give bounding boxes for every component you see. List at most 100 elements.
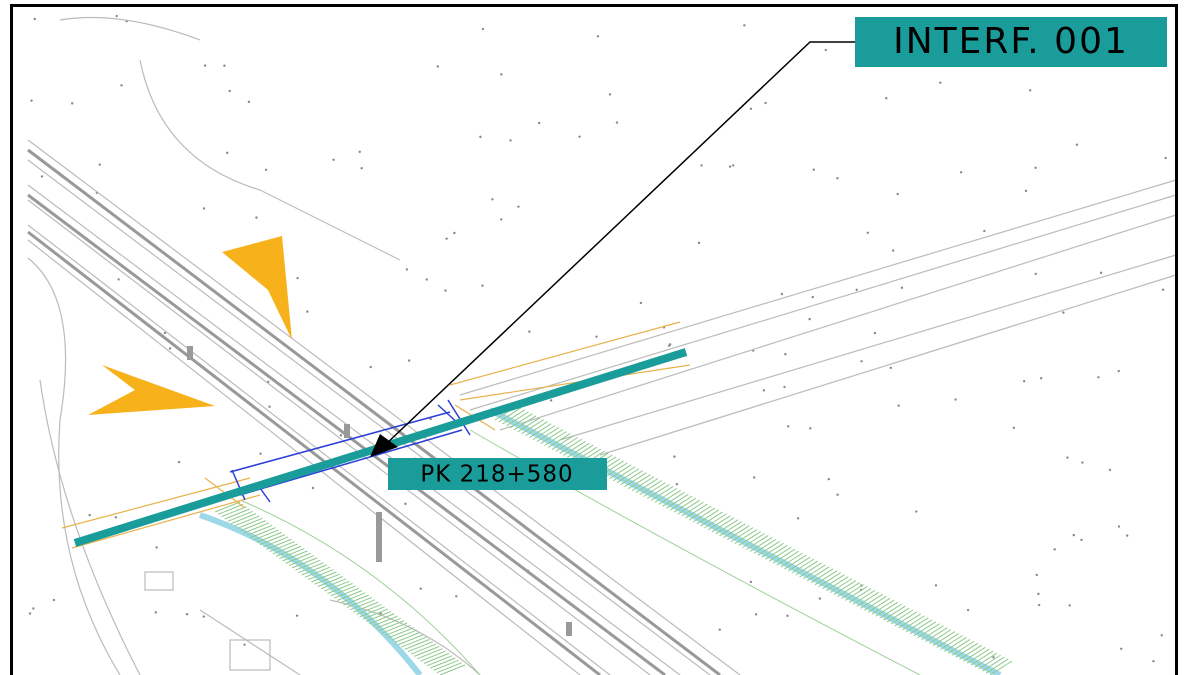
survey-point <box>408 359 410 361</box>
survey-point <box>420 588 422 590</box>
survey-point <box>509 139 511 141</box>
survey-point <box>1097 376 1099 378</box>
survey-point <box>178 461 180 463</box>
survey-point <box>517 205 519 207</box>
survey-point <box>856 289 858 291</box>
survey-point <box>897 404 899 406</box>
interference-label: INTERF. 001 <box>893 21 1129 62</box>
survey-point <box>1023 380 1025 382</box>
survey-point <box>885 97 887 99</box>
survey-point <box>1040 377 1042 379</box>
survey-point <box>753 476 755 478</box>
survey-point <box>1025 190 1027 192</box>
survey-point <box>34 18 36 20</box>
survey-point <box>819 597 821 599</box>
survey-point <box>860 360 862 362</box>
survey-point <box>117 278 119 280</box>
survey-point <box>763 389 765 391</box>
survey-point <box>203 207 205 209</box>
survey-point <box>500 73 502 75</box>
survey-point <box>1100 272 1102 274</box>
survey-point <box>669 343 671 345</box>
survey-point <box>1037 593 1039 595</box>
survey-point <box>719 629 721 631</box>
survey-point <box>867 232 869 234</box>
survey-point <box>729 165 731 167</box>
survey-point <box>268 406 270 408</box>
survey-point <box>673 455 675 457</box>
survey-point <box>764 102 766 104</box>
survey-point <box>1038 604 1040 606</box>
survey-point <box>1035 273 1037 275</box>
survey-point <box>538 122 540 124</box>
survey-point <box>491 198 493 200</box>
survey-point <box>813 169 815 171</box>
survey-point <box>836 177 838 179</box>
survey-point <box>1081 461 1083 463</box>
survey-point <box>1120 648 1122 650</box>
survey-point <box>992 656 994 658</box>
survey-point <box>169 347 171 349</box>
survey-point <box>482 28 484 30</box>
survey-point <box>896 193 898 195</box>
survey-point <box>115 516 117 518</box>
survey-point <box>455 595 457 597</box>
survey-point <box>203 615 205 617</box>
survey-point <box>825 49 827 51</box>
survey-point <box>550 399 552 401</box>
survey-point <box>1118 525 1120 527</box>
survey-point <box>1152 660 1154 662</box>
survey-point <box>30 99 32 101</box>
survey-point <box>700 164 702 166</box>
survey-point <box>155 611 157 613</box>
survey-point <box>892 249 894 251</box>
survey-point <box>901 287 903 289</box>
survey-point <box>640 302 642 304</box>
survey-point <box>597 35 599 37</box>
survey-point <box>437 65 439 67</box>
survey-point <box>1080 539 1082 541</box>
survey-point <box>444 289 446 291</box>
survey-point <box>186 613 188 615</box>
survey-point <box>967 609 969 611</box>
survey-point <box>406 268 408 270</box>
survey-point <box>812 296 814 298</box>
survey-point <box>340 434 342 436</box>
survey-point <box>1109 469 1111 471</box>
survey-point <box>1076 144 1078 146</box>
survey-point <box>743 24 745 26</box>
survey-point <box>786 615 788 617</box>
survey-point <box>808 318 810 320</box>
station-tag: PK 218+580 <box>388 458 607 490</box>
survey-point <box>312 487 314 489</box>
survey-point <box>616 121 618 123</box>
survey-point <box>1062 311 1064 313</box>
survey-point <box>359 151 361 153</box>
survey-point <box>676 483 678 485</box>
survey-point <box>595 335 597 337</box>
survey-point <box>750 581 752 583</box>
survey-point <box>828 478 830 480</box>
survey-point <box>755 613 757 615</box>
survey-point <box>935 584 937 586</box>
survey-point <box>204 64 206 66</box>
survey-point <box>88 514 90 516</box>
survey-point <box>265 169 267 171</box>
survey-point <box>155 546 157 548</box>
survey-point <box>41 175 43 177</box>
survey-point <box>1053 548 1055 550</box>
survey-point <box>939 81 941 83</box>
survey-point <box>243 643 245 645</box>
survey-point <box>874 332 876 334</box>
survey-point <box>1118 370 1120 372</box>
survey-point <box>500 218 502 220</box>
survey-point <box>915 510 917 512</box>
survey-point <box>783 386 785 388</box>
survey-point <box>226 152 228 154</box>
survey-point <box>479 136 481 138</box>
survey-point <box>698 242 700 244</box>
survey-point <box>259 452 261 454</box>
survey-point <box>404 503 406 505</box>
survey-point <box>787 425 789 427</box>
survey-point <box>890 367 892 369</box>
